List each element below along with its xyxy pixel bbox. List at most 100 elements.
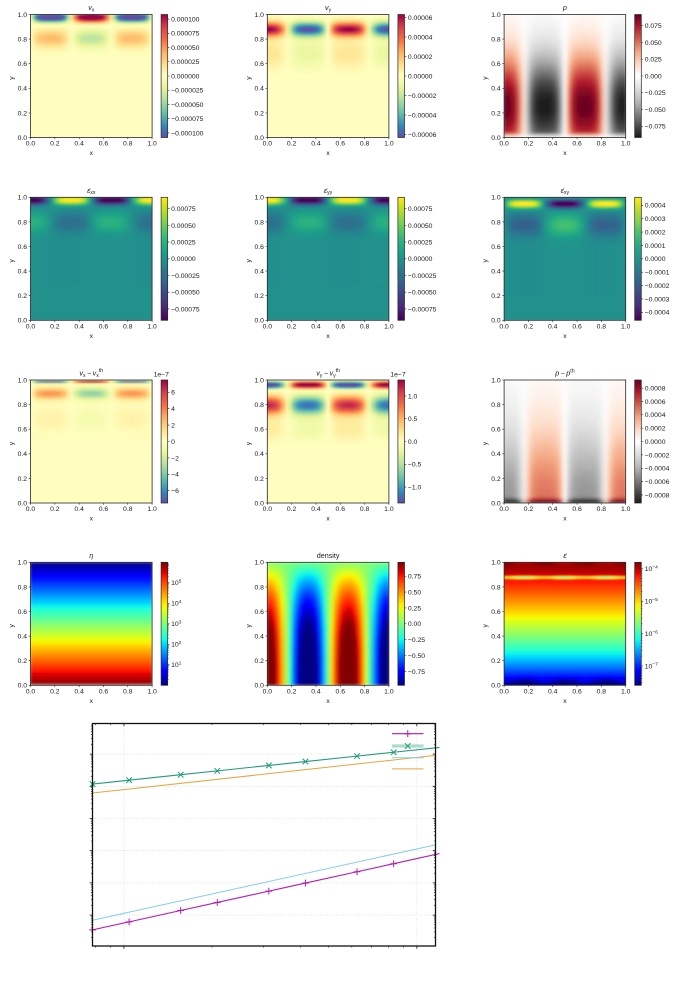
svg-text:0.8: 0.8	[360, 688, 370, 695]
svg-text:−0.00025: −0.00025	[171, 273, 200, 280]
svg-text:0.2: 0.2	[287, 688, 297, 695]
svg-text:0.00050: 0.00050	[408, 223, 433, 230]
svg-text:y: y	[245, 441, 252, 445]
svg-text:0.4: 0.4	[254, 269, 264, 276]
svg-text:0.0: 0.0	[491, 135, 501, 142]
svg-text:0.4: 0.4	[491, 634, 501, 641]
svg-text:0.0: 0.0	[26, 141, 36, 148]
svg-text:y: y	[482, 624, 489, 628]
svg-text:0.2: 0.2	[524, 688, 534, 695]
svg-text:0.00000: 0.00000	[408, 256, 433, 263]
svg-text:6: 6	[171, 390, 175, 397]
svg-text:x: x	[90, 698, 94, 705]
svg-text:0.2: 0.2	[254, 658, 264, 665]
svg-text:0.6: 0.6	[254, 244, 264, 251]
svg-text:0.0: 0.0	[26, 323, 36, 330]
svg-text:0.2: 0.2	[18, 476, 28, 483]
svg-text:0.0: 0.0	[491, 318, 501, 325]
svg-text:0.6: 0.6	[336, 323, 346, 330]
svg-text:x: x	[326, 150, 330, 157]
svg-text:0.4: 0.4	[74, 141, 84, 148]
svg-text:x: x	[326, 333, 330, 340]
svg-text:−0.050: −0.050	[645, 107, 666, 114]
svg-text:0.2: 0.2	[254, 476, 264, 483]
svg-text:0.8: 0.8	[360, 141, 370, 148]
svg-text:0.00000: 0.00000	[408, 73, 433, 80]
svg-text:0.0: 0.0	[499, 323, 509, 330]
svg-text:0.2: 0.2	[50, 141, 60, 148]
svg-text:x: x	[563, 150, 567, 157]
svg-text:0.0: 0.0	[18, 135, 28, 142]
svg-text:1.0: 1.0	[621, 688, 631, 695]
svg-text:0.8: 0.8	[123, 323, 133, 330]
svg-text:−0.00050: −0.00050	[408, 290, 437, 297]
svg-text:−1.0: −1.0	[408, 484, 422, 491]
svg-text:0.2: 0.2	[18, 110, 28, 117]
svg-text:0.8: 0.8	[360, 506, 370, 513]
svg-text:0.000075: 0.000075	[171, 31, 200, 38]
svg-text:1.0: 1.0	[254, 195, 264, 202]
svg-text:0.4: 0.4	[254, 451, 264, 458]
svg-text:x: x	[563, 333, 567, 340]
svg-text:0.6: 0.6	[491, 244, 501, 251]
svg-text:101: 101	[171, 661, 182, 670]
svg-text:10−5: 10−5	[645, 597, 658, 606]
svg-text:ε̇xx: ε̇xx	[87, 186, 96, 196]
svg-text:−0.25: −0.25	[408, 637, 425, 644]
svg-text:−0.00050: −0.00050	[171, 290, 200, 297]
svg-text:−0.75: −0.75	[408, 669, 425, 676]
svg-text:ε̇: ε̇	[563, 551, 567, 560]
svg-text:−0.00075: −0.00075	[171, 306, 200, 313]
svg-text:0.6: 0.6	[18, 609, 28, 616]
svg-text:vx: vx	[88, 3, 95, 13]
svg-text:0.8: 0.8	[254, 402, 264, 409]
svg-text:0.6: 0.6	[99, 688, 109, 695]
svg-text:0.8: 0.8	[491, 584, 501, 591]
svg-text:1.0: 1.0	[491, 12, 501, 19]
svg-text:0.2: 0.2	[491, 476, 501, 483]
svg-text:x: x	[90, 150, 94, 157]
svg-text:y: y	[9, 624, 16, 628]
svg-text:0.0006: 0.0006	[645, 399, 666, 406]
svg-text:−0.0002: −0.0002	[645, 452, 670, 459]
svg-text:0.4: 0.4	[548, 506, 558, 513]
svg-text:0.8: 0.8	[18, 584, 28, 591]
svg-text:0.0: 0.0	[263, 688, 273, 695]
svg-text:0.50: 0.50	[408, 590, 421, 597]
svg-text:1.0: 1.0	[384, 688, 394, 695]
svg-text:102: 102	[171, 640, 182, 649]
svg-text:0.8: 0.8	[123, 141, 133, 148]
svg-text:0.8: 0.8	[123, 506, 133, 513]
svg-text:vy − vyth: vy − vyth	[316, 368, 340, 379]
svg-text:−2: −2	[171, 455, 179, 462]
svg-text:0.2: 0.2	[50, 506, 60, 513]
svg-text:0.00050: 0.00050	[171, 223, 196, 230]
svg-text:x: x	[563, 698, 567, 705]
svg-text:−0.0004: −0.0004	[645, 466, 670, 473]
svg-text:1.0: 1.0	[621, 323, 631, 330]
svg-text:0.6: 0.6	[99, 323, 109, 330]
svg-text:0.2: 0.2	[287, 506, 297, 513]
svg-text:0.8: 0.8	[123, 688, 133, 695]
svg-text:0.8: 0.8	[491, 402, 501, 409]
svg-text:0.4: 0.4	[311, 506, 321, 513]
svg-text:0.2: 0.2	[491, 110, 501, 117]
svg-text:0.000025: 0.000025	[171, 59, 200, 66]
svg-text:y: y	[482, 259, 489, 263]
svg-text:0.4: 0.4	[548, 688, 558, 695]
svg-text:0.000: 0.000	[645, 73, 662, 80]
svg-text:1.0: 1.0	[18, 195, 28, 202]
svg-text:0.8: 0.8	[254, 219, 264, 226]
svg-text:0.4: 0.4	[311, 141, 321, 148]
svg-text:0.6: 0.6	[18, 244, 28, 251]
svg-text:0.000050: 0.000050	[171, 45, 200, 52]
svg-text:y: y	[9, 441, 16, 445]
svg-text:0.0002: 0.0002	[645, 426, 666, 433]
svg-text:0.0008: 0.0008	[645, 385, 666, 392]
svg-text:vy: vy	[325, 3, 332, 13]
svg-text:0.00006: 0.00006	[408, 15, 433, 22]
svg-text:0.6: 0.6	[254, 609, 264, 616]
svg-text:0.8: 0.8	[254, 37, 264, 44]
svg-text:0.6: 0.6	[99, 141, 109, 148]
svg-text:1e−7: 1e−7	[154, 372, 170, 379]
